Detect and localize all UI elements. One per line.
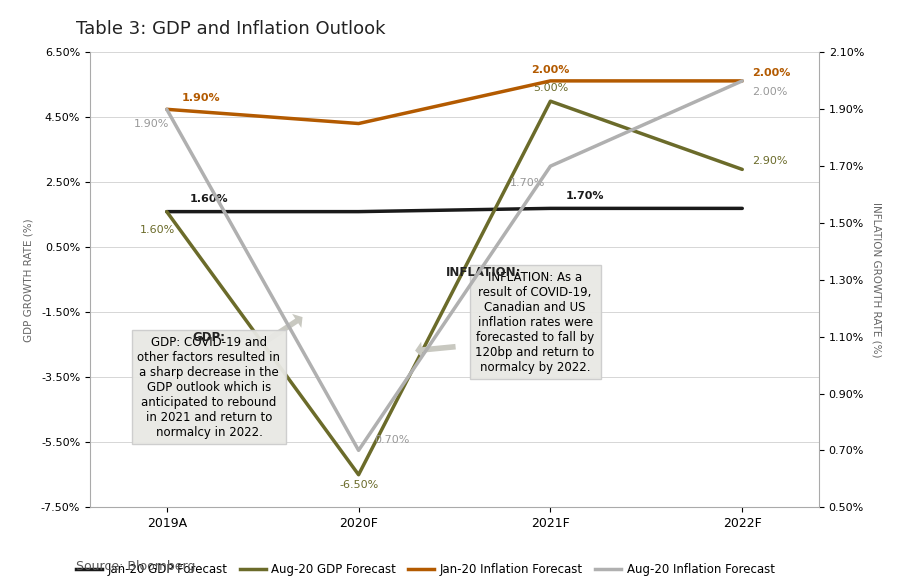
Text: 2.00%: 2.00% — [531, 65, 570, 75]
Text: INFLATION:: INFLATION: — [446, 266, 521, 279]
Text: 2.00%: 2.00% — [752, 87, 788, 97]
Text: Source: Bloomberg: Source: Bloomberg — [76, 560, 196, 573]
Text: 1.70%: 1.70% — [509, 178, 545, 188]
Text: GDP: COVID-19 and
other factors resulted in
a sharp decrease in the
GDP outlook : GDP: COVID-19 and other factors resulted… — [138, 336, 281, 438]
Text: 1.60%: 1.60% — [140, 224, 175, 234]
Legend: Jan-20 GDP Forecast, Aug-20 GDP Forecast, Jan-20 Inflation Forecast, Aug-20 Infl: Jan-20 GDP Forecast, Aug-20 GDP Forecast… — [71, 559, 779, 581]
Text: 1.90%: 1.90% — [134, 119, 169, 129]
Text: 0.70%: 0.70% — [374, 436, 410, 445]
Y-axis label: INFLATION GROWTH RATE (%): INFLATION GROWTH RATE (%) — [871, 202, 881, 357]
Text: Table 3: GDP and Inflation Outlook: Table 3: GDP and Inflation Outlook — [76, 20, 386, 38]
Y-axis label: GDP GROWTH RATE (%): GDP GROWTH RATE (%) — [24, 218, 34, 342]
Text: -6.50%: -6.50% — [339, 480, 378, 490]
Text: 1.90%: 1.90% — [182, 93, 220, 103]
Text: 1.60%: 1.60% — [190, 195, 229, 205]
Text: INFLATION: As a
result of COVID-19,
Canadian and US
inflation rates were
forecas: INFLATION: As a result of COVID-19, Cana… — [475, 271, 595, 374]
Text: 5.00%: 5.00% — [533, 83, 568, 93]
Text: GDP:: GDP: — [193, 331, 225, 344]
Text: 2.00%: 2.00% — [752, 68, 790, 78]
Text: 2.90%: 2.90% — [752, 156, 788, 166]
Text: 1.70%: 1.70% — [566, 191, 604, 201]
